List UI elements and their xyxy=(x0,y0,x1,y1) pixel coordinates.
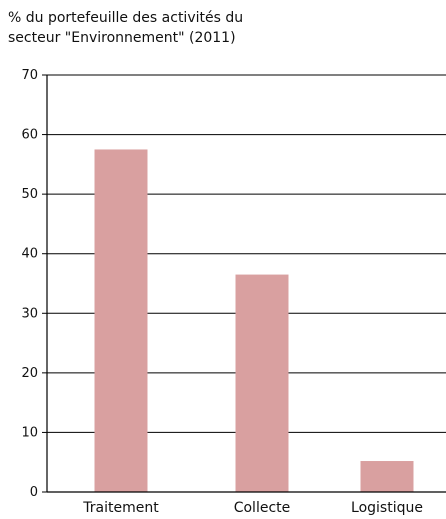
chart-title: % du portefeuille des activités du secte… xyxy=(8,8,438,48)
bar-traitement xyxy=(94,149,148,492)
y-tick-label-10: 10 xyxy=(21,425,38,440)
y-tick-label-60: 60 xyxy=(21,128,38,143)
y-tick-label-20: 20 xyxy=(21,366,38,381)
y-tick-label-0: 0 xyxy=(30,485,38,500)
bar-logistique xyxy=(360,461,414,492)
x-tick-label-logistique: Logistique xyxy=(351,500,423,516)
x-tick-label-collecte: Collecte xyxy=(234,500,291,516)
chart-title-line-1: % du portefeuille des activités du xyxy=(8,10,244,26)
y-tick-label-30: 30 xyxy=(21,306,38,321)
y-tick-label-50: 50 xyxy=(21,187,38,202)
y-tick-label-40: 40 xyxy=(21,247,38,262)
chart-title-line-2: secteur "Environnement" (2011) xyxy=(8,30,236,46)
x-tick-label-traitement: Traitement xyxy=(82,500,159,516)
bar-collecte xyxy=(235,274,289,492)
y-tick-label-70: 70 xyxy=(21,68,38,83)
